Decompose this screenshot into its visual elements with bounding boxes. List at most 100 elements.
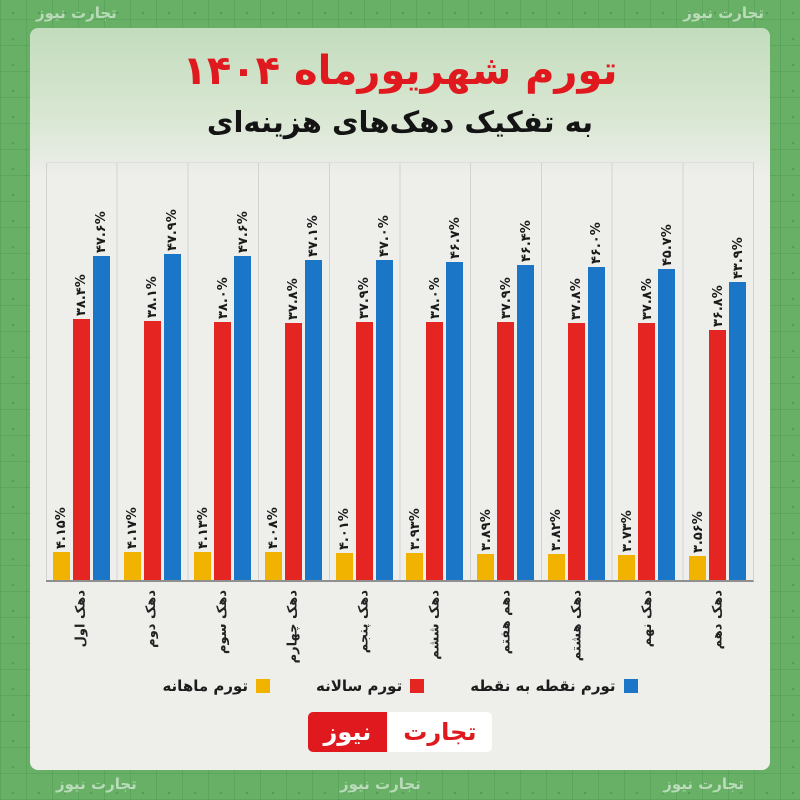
bar-value-label: ۴۷.۶% — [235, 211, 251, 254]
bar-with-label: ۴۷.۶% — [92, 193, 110, 580]
bar-with-label: ۴۶.۴% — [517, 202, 535, 580]
bar-with-label: ۴.۰۸% — [264, 489, 282, 580]
category-label: دهک دهم — [710, 590, 726, 650]
logo-tejarat-part: تجارت — [387, 712, 493, 752]
category-axis: دهک اول دهک دوم دهک سوم دهک چهارم دهک پنجم ده… — [46, 582, 754, 663]
legend-label: تورم نقطه به نقطه — [470, 677, 616, 695]
bar-point — [729, 281, 747, 580]
watermark-text: تجارت نیوز — [36, 4, 117, 22]
bar-group: ۳.۸۹% ۳۷.۹% ۴۶.۴% — [470, 163, 541, 580]
legend-item: تورم سالانه — [316, 677, 425, 695]
watermark-text: تجارت نیوز — [340, 775, 421, 793]
bar-value-label: ۴۶.۰% — [589, 222, 605, 265]
bar-with-label: ۳.۷۳% — [618, 492, 636, 580]
category-label: دهک سوم — [215, 590, 230, 654]
bar-with-label: ۳۶.۸% — [709, 267, 727, 580]
bar-point — [446, 262, 464, 580]
bar-with-label: ۴.۱۵% — [52, 489, 70, 580]
bar-with-label: ۴۷.۰% — [375, 197, 393, 580]
bar-with-label: ۴۷.۱% — [304, 197, 322, 580]
bar-monthly — [194, 551, 212, 580]
bar-annual — [426, 321, 444, 580]
bar-annual — [567, 323, 585, 580]
bar-monthly — [264, 552, 282, 580]
chart-title: تورم شهریورماه ۱۴۰۴ — [182, 48, 618, 94]
bar-with-label: ۳۷.۹% — [355, 259, 373, 580]
tejarat-news-logo: نیوز تجارت — [30, 712, 770, 752]
chart-legend: تورم ماهانه تورم سالانه تورم نقطه به نقطه — [30, 672, 770, 700]
watermark-text: تجارت نیوز — [56, 775, 137, 793]
legend-label: تورم ماهانه — [162, 677, 249, 695]
bar-value-label: ۳۷.۹% — [357, 277, 373, 320]
watermark-text: تجارت نیوز — [683, 4, 764, 22]
bar-with-label: ۴۵.۷% — [658, 206, 676, 580]
bar-value-label: ۴۶.۴% — [518, 219, 534, 262]
bar-annual — [284, 323, 302, 580]
bar-with-label: ۳.۹۳% — [406, 490, 424, 580]
bar-monthly — [335, 552, 353, 580]
bar-monthly — [618, 554, 636, 580]
bar-group: ۳.۸۲% ۳۷.۸% ۴۶.۰% — [541, 163, 612, 580]
bar-point — [375, 260, 393, 580]
category-label: دهم هفتم — [498, 590, 514, 655]
bar-point — [163, 254, 181, 580]
bar-point — [658, 269, 676, 580]
bar-with-label: ۴.۱۷% — [123, 489, 141, 580]
bar-group: ۴.۱۳% ۳۸.۰% ۴۷.۶% — [187, 163, 258, 580]
bar-value-label: ۳۸.۴% — [74, 274, 90, 316]
bar-group: ۴.۱۵% ۳۸.۴% ۴۷.۶% — [46, 163, 117, 580]
bar-with-label: ۳۷.۸% — [567, 260, 585, 580]
bar-value-label: ۴۷.۹% — [165, 209, 181, 252]
bar-value-label: ۴۳.۹% — [730, 236, 746, 279]
watermark-text: تجارت نیوز — [663, 775, 744, 793]
bar-with-label: ۳۸.۰% — [214, 259, 232, 580]
bar-with-label: ۳۸.۱% — [143, 258, 161, 580]
bar-annual — [72, 318, 90, 580]
bar-with-label: ۳۷.۸% — [284, 260, 302, 580]
category-label: دهک اول — [73, 590, 89, 648]
bar-value-label: ۳۷.۸% — [569, 278, 585, 320]
category-label: دهک ششم — [427, 590, 443, 660]
legend-color-swatch — [256, 679, 271, 693]
bar-value-label: ۳.۹۳% — [407, 508, 423, 551]
chart-subtitle: به تفکیک دهک‌های هزینه‌ای — [206, 105, 594, 139]
bar-annual — [214, 321, 232, 580]
bar-value-label: ۳.۸۲% — [549, 509, 565, 551]
bar-value-label: ۳.۷۳% — [619, 509, 635, 552]
bar-with-label: ۳.۸۲% — [547, 491, 565, 580]
bar-annual — [638, 323, 656, 580]
bar-with-label: ۳۷.۸% — [638, 260, 656, 580]
bar-annual — [143, 320, 161, 580]
bar-monthly — [689, 555, 707, 580]
bar-value-label: ۴۷.۶% — [94, 211, 110, 254]
bar-point — [234, 256, 252, 580]
bar-value-label: ۴.۰۸% — [266, 507, 282, 550]
bar-point — [304, 259, 322, 580]
bar-value-label: ۴۷.۰% — [377, 215, 393, 258]
bar-group: ۴.۰۸% ۳۷.۸% ۴۷.۱% — [258, 163, 329, 580]
bar-annual — [355, 322, 373, 580]
bar-group: ۳.۵۶% ۳۶.۸% ۴۳.۹% — [682, 163, 753, 580]
bar-value-label: ۳۸.۰% — [215, 276, 231, 319]
bar-value-label: ۳۷.۸% — [639, 278, 655, 320]
logo-news-part: نیوز — [307, 712, 388, 752]
category-label: دهک هشتم — [568, 590, 584, 662]
bar-value-label: ۴.۱۳% — [195, 507, 211, 549]
bar-monthly — [406, 553, 424, 580]
bar-with-label: ۳۸.۴% — [72, 256, 90, 580]
legend-color-swatch — [410, 679, 425, 693]
legend-label: تورم سالانه — [316, 677, 403, 695]
bar-with-label: ۴.۱۳% — [194, 489, 212, 580]
plot-area: ۴.۱۵% ۳۸.۴% ۴۷.۶% ۴.۱۷% ۳۸.۱% ۴۷.۹% ۴.۱۳% ۳۸.۰%… — [46, 162, 754, 582]
bar-with-label: ۴۷.۹% — [163, 191, 181, 580]
bar-annual — [497, 322, 515, 580]
bar-chart: ۴.۱۵% ۳۸.۴% ۴۷.۶% ۴.۱۷% ۳۸.۱% ۴۷.۹% ۴.۱۳% ۳۸.۰%… — [46, 162, 754, 663]
bar-value-label: ۳.۸۹% — [478, 508, 494, 551]
bar-with-label: ۴۶.۰% — [587, 204, 605, 580]
legend-item: تورم ماهانه — [162, 677, 271, 695]
bar-value-label: ۴.۱۷% — [125, 506, 141, 549]
bar-with-label: ۴۳.۹% — [729, 219, 747, 580]
bar-group: ۴.۱۷% ۳۸.۱% ۴۷.۹% — [117, 163, 188, 580]
bar-point — [92, 256, 110, 580]
